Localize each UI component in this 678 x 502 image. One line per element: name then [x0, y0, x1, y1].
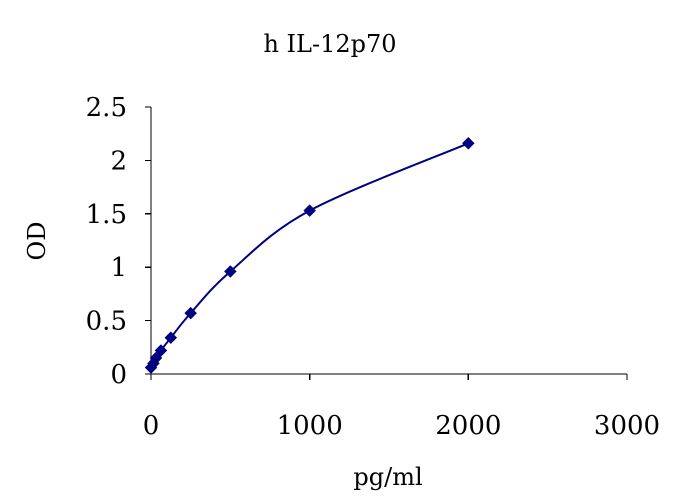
- x-tick-label: 2000: [435, 411, 501, 441]
- y-tick-label: 0: [110, 360, 127, 390]
- fit-curve: [150, 142, 469, 369]
- y-tick-label: 2: [110, 146, 127, 176]
- y-axis-label: OD: [23, 222, 51, 261]
- plot-area: 0 0.5 1 1.5 2 2.5 0 1000 2000 3000: [86, 93, 660, 441]
- data-point: [461, 136, 475, 150]
- y-tick-label: 1: [110, 253, 127, 283]
- x-tick-label: 0: [143, 411, 160, 441]
- x-tick-label: 3000: [594, 411, 660, 441]
- data-point: [184, 306, 198, 320]
- data-point: [164, 331, 178, 345]
- data-point: [223, 265, 237, 278]
- data-markers: [144, 136, 475, 374]
- data-point: [149, 351, 163, 365]
- y-tick-label: 2.5: [86, 93, 127, 123]
- x-axis-label: pg/ml: [353, 463, 422, 491]
- data-point: [303, 204, 317, 217]
- y-ticks: 0 0.5 1 1.5 2 2.5: [86, 93, 151, 390]
- data-point: [154, 344, 168, 357]
- x-ticks: 0 1000 2000 3000: [143, 374, 660, 441]
- x-tick-label: 1000: [277, 411, 343, 441]
- chart-title: h IL-12p70: [263, 30, 396, 58]
- y-tick-label: 0.5: [86, 307, 127, 337]
- y-tick-label: 1.5: [86, 200, 127, 230]
